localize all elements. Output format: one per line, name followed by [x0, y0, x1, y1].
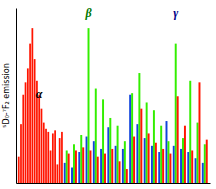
bar: [68, 154, 70, 183]
bar: [89, 150, 91, 183]
bar: [38, 95, 40, 183]
bar: [27, 68, 29, 183]
bar: [158, 152, 160, 183]
x-axis: [17, 183, 211, 184]
bar: [45, 129, 47, 183]
bar: [95, 89, 97, 183]
bar: [122, 149, 124, 183]
bar: [124, 141, 126, 183]
bar: [198, 82, 200, 183]
bar: [100, 149, 102, 183]
chart: α β γ ⁵D₀-⁷F₂ emission: [0, 0, 216, 189]
bar: [133, 137, 135, 183]
bar: [80, 135, 82, 183]
bar: [177, 96, 179, 183]
y-axis: [16, 9, 17, 184]
bar: [175, 44, 177, 183]
bar: [184, 126, 186, 183]
bar: [111, 149, 113, 183]
bar: [169, 154, 171, 183]
bar: [86, 137, 88, 183]
bar: [187, 152, 189, 183]
bar: [52, 133, 54, 183]
bar: [202, 163, 204, 183]
bar: [88, 28, 90, 183]
bar: [29, 44, 31, 183]
bar: [75, 150, 77, 183]
bar: [71, 168, 73, 183]
bar: [119, 161, 121, 183]
bar: [182, 138, 184, 183]
bar: [115, 146, 117, 183]
bar: [167, 141, 169, 183]
bar: [144, 138, 146, 183]
bar: [73, 144, 75, 183]
bar: [107, 127, 109, 183]
bar: [155, 143, 157, 183]
bar: [206, 140, 208, 183]
bars: [18, 28, 208, 183]
bar: [148, 133, 150, 183]
bar: [146, 102, 148, 183]
bar: [78, 152, 80, 183]
bar: [34, 59, 36, 183]
bar: [173, 146, 175, 183]
bar: [131, 93, 133, 183]
bar: [97, 157, 99, 183]
bar: [138, 73, 140, 183]
bar: [126, 169, 128, 183]
bar: [57, 164, 59, 183]
bar: [61, 132, 63, 183]
bar: [117, 126, 119, 183]
bar: [59, 138, 61, 183]
bar: [109, 118, 111, 183]
bar: [189, 81, 191, 183]
bar: [64, 163, 66, 183]
bar: [20, 124, 22, 183]
bar: [166, 121, 168, 183]
annotations: α β γ: [36, 6, 178, 101]
y-label: ⁵D₀-⁷F₂ emission: [2, 63, 11, 127]
axis-line: [16, 9, 17, 184]
bar: [204, 144, 206, 183]
bar: [136, 124, 138, 183]
bar: [93, 141, 95, 183]
bar: [43, 123, 45, 183]
bar: [191, 150, 193, 183]
bar: [47, 132, 49, 183]
bar: [160, 126, 162, 183]
annotation: α: [36, 87, 43, 101]
bar: [102, 99, 104, 183]
bar: [153, 110, 155, 183]
bar: [22, 95, 24, 183]
bar: [18, 157, 20, 183]
bar: [31, 28, 33, 183]
bar: [50, 150, 52, 183]
bar: [180, 149, 182, 183]
bar: [151, 146, 153, 183]
bar: [195, 158, 197, 183]
bar: [129, 95, 131, 183]
bar: [41, 109, 43, 183]
bar: [104, 154, 106, 183]
axis-line: [17, 183, 211, 184]
annotation: γ: [173, 6, 178, 20]
bar: [66, 150, 68, 183]
bar: [25, 82, 27, 183]
bar: [140, 109, 142, 183]
plot: α β γ: [17, 6, 211, 183]
annotation: β: [84, 6, 92, 20]
bar: [197, 123, 199, 183]
bar: [82, 147, 84, 183]
bar: [162, 149, 164, 183]
bar: [54, 130, 56, 183]
